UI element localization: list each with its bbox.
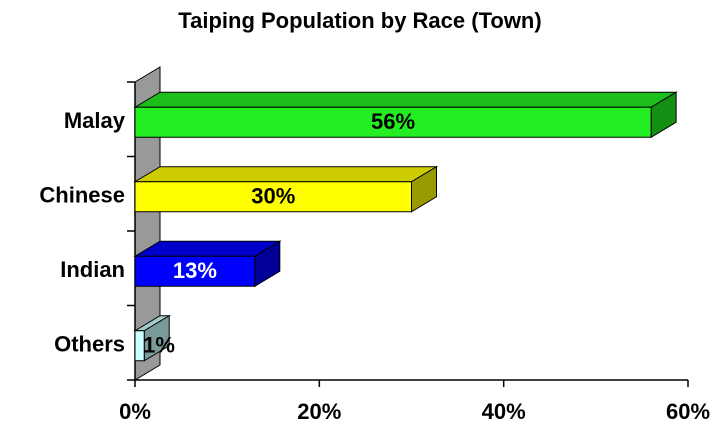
bar-top <box>133 166 439 183</box>
bar <box>133 91 678 139</box>
category-label: Chinese <box>39 183 125 208</box>
bar-front <box>134 181 412 213</box>
x-tick-label: 20% <box>297 399 341 424</box>
category-label: Indian <box>60 257 125 282</box>
bar-front <box>134 106 652 138</box>
bar <box>133 165 439 213</box>
bar <box>133 314 172 362</box>
category-label: Malay <box>64 108 126 133</box>
bar-front <box>134 255 256 287</box>
bar <box>133 240 282 288</box>
chart-title: Taiping Population by Race (Town) <box>178 8 541 33</box>
data-label: 13% <box>173 258 217 283</box>
data-label: 56% <box>371 109 415 134</box>
x-tick-label: 60% <box>666 399 710 424</box>
category-label: Others <box>54 332 125 357</box>
x-tick-label: 0% <box>119 399 151 424</box>
data-label: 1% <box>143 333 175 358</box>
x-tick-label: 40% <box>482 399 526 424</box>
bar-top <box>133 91 678 108</box>
bar-front <box>134 330 145 362</box>
data-label: 30% <box>251 184 295 209</box>
